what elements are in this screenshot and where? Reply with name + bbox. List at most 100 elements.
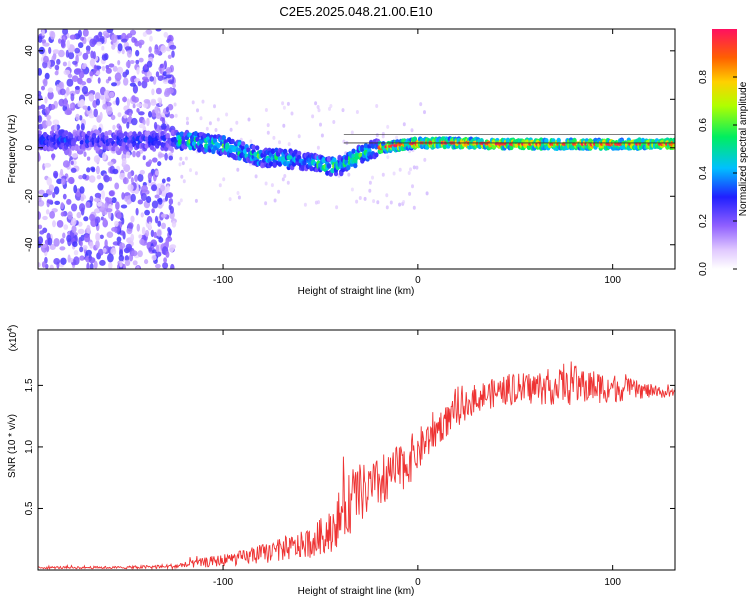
noise-point <box>154 194 160 199</box>
noise-point <box>83 216 89 222</box>
noise-point <box>185 116 189 121</box>
noise-point <box>63 224 69 230</box>
ridge-cell <box>123 131 128 137</box>
noise-point <box>157 197 163 205</box>
noise-point <box>47 91 54 100</box>
noise-point <box>80 99 85 107</box>
noise-point <box>107 76 112 81</box>
ridge-cell <box>104 134 109 141</box>
noise-point <box>167 227 171 233</box>
noise-point <box>126 98 131 107</box>
noise-point <box>71 203 78 212</box>
noise-point <box>62 29 69 35</box>
noise-point <box>182 179 186 184</box>
noise-point <box>38 94 43 101</box>
ridge-cell <box>283 161 288 167</box>
y-tick-label: 0 <box>24 145 35 151</box>
noise-point <box>139 169 145 175</box>
noise-point <box>184 156 188 161</box>
noise-point <box>69 34 77 40</box>
noise-point <box>142 31 147 37</box>
noise-point <box>135 49 140 57</box>
noise-point <box>38 224 43 230</box>
noise-point <box>89 214 96 222</box>
noise-point <box>368 188 372 193</box>
noise-point <box>146 216 153 225</box>
noise-point <box>375 133 379 138</box>
noise-point <box>71 225 77 233</box>
noise-point <box>105 67 112 74</box>
noise-point <box>177 201 181 206</box>
noise-point <box>130 177 134 184</box>
noise-point <box>128 112 132 118</box>
noise-point <box>38 105 42 110</box>
noise-point <box>72 241 78 248</box>
noise-point <box>272 135 276 140</box>
noise-point <box>117 60 121 66</box>
noise-point <box>77 221 83 227</box>
noise-point <box>213 104 216 109</box>
noise-point <box>44 162 52 168</box>
ridge-cell <box>672 137 675 143</box>
noise-point <box>49 264 54 269</box>
noise-point <box>138 123 145 129</box>
noise-point <box>49 244 56 250</box>
noise-point <box>62 105 68 112</box>
noise-point <box>162 71 167 77</box>
noise-point <box>44 72 50 80</box>
noise-point <box>385 193 389 198</box>
noise-point <box>116 66 124 75</box>
spectrogram-panel: -100 0 100 -40 -20 0 20 40 Height of straight l… <box>7 28 676 297</box>
noise-point <box>125 151 131 159</box>
noise-point <box>71 153 79 158</box>
noise-point <box>62 160 70 168</box>
noise-point <box>157 220 162 227</box>
noise-point <box>73 256 80 265</box>
noise-point <box>208 121 212 126</box>
noise-point <box>117 43 123 52</box>
noise-point <box>63 97 68 107</box>
noise-point <box>158 237 164 243</box>
noise-point <box>119 172 126 180</box>
noise-point <box>132 150 136 158</box>
noise-point <box>157 161 162 167</box>
noise-point <box>67 254 71 263</box>
noise-point <box>254 174 258 179</box>
noise-point <box>132 260 138 266</box>
noise-point <box>409 167 412 172</box>
noise-point <box>110 247 117 256</box>
noise-point <box>376 200 380 205</box>
ridge-cell <box>169 146 174 152</box>
noise-point <box>81 63 87 70</box>
ridge-cell <box>146 130 151 136</box>
noise-point <box>235 120 239 125</box>
noise-point <box>91 167 96 173</box>
noise-point <box>59 238 65 244</box>
noise-point <box>123 77 129 86</box>
noise-point <box>79 186 85 194</box>
noise-point <box>165 239 170 248</box>
noise-point <box>58 98 65 107</box>
noise-point <box>122 177 129 185</box>
noise-point <box>168 198 174 205</box>
noise-point <box>44 263 49 269</box>
ridge-cell <box>326 163 332 169</box>
noise-point <box>162 79 169 84</box>
noise-point <box>64 109 72 116</box>
noise-point <box>99 111 103 121</box>
noise-point <box>143 78 150 83</box>
noise-point <box>54 200 61 205</box>
noise-point <box>286 180 290 185</box>
noise-point <box>66 234 72 243</box>
noise-point <box>165 250 170 258</box>
noise-point <box>131 117 138 126</box>
noise-point <box>106 231 114 238</box>
noise-point <box>136 108 140 113</box>
noise-point <box>277 189 281 194</box>
noise-point <box>100 216 104 221</box>
noise-point <box>74 85 81 90</box>
ridge-cell <box>104 131 109 137</box>
noise-point <box>52 220 56 228</box>
noise-point <box>316 105 320 109</box>
ridge-cell <box>360 146 365 153</box>
